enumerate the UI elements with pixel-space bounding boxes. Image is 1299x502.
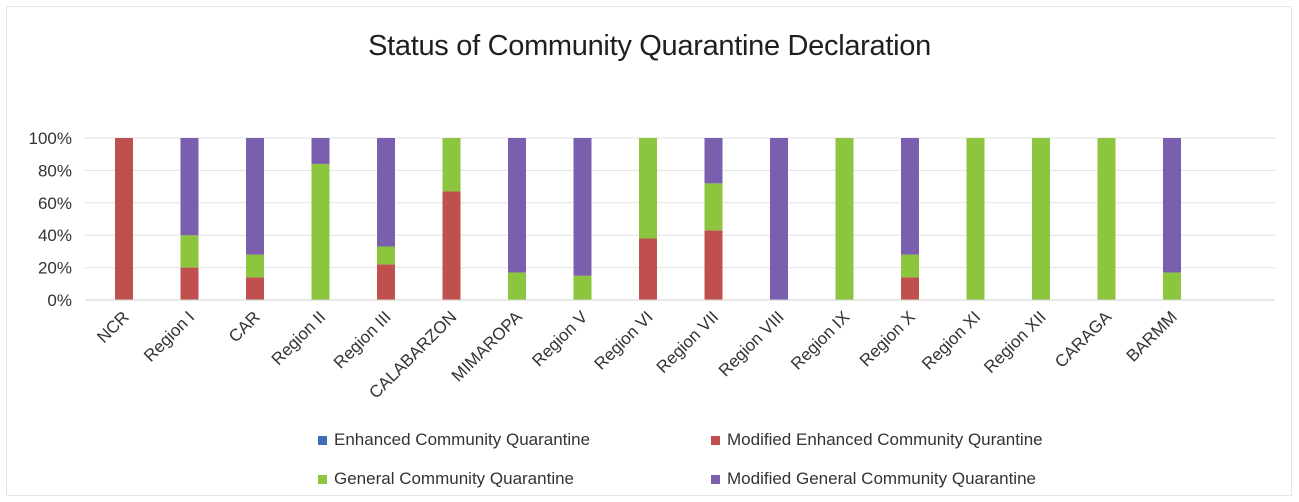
x-tick-label: CAR <box>225 307 264 346</box>
bar-segment <box>115 138 133 300</box>
y-tick-label: 40% <box>38 226 72 245</box>
legend-label-ecq: Enhanced Community Quarantine <box>334 430 591 449</box>
x-tick-label: Region XI <box>918 307 984 373</box>
y-tick-label: 80% <box>38 161 72 180</box>
x-tick-label: BARMM <box>1123 307 1181 365</box>
x-tick-label: NCR <box>93 307 132 346</box>
legend-label-gcq: General Community Quarantine <box>334 469 575 488</box>
bar-segment <box>966 138 985 300</box>
bar-segment <box>180 138 199 236</box>
bar-segment <box>901 254 919 278</box>
x-tick-label: Region I <box>140 307 198 365</box>
legend-item-ecq: Enhanced Community Quarantine <box>318 430 590 450</box>
bar-segment <box>1032 138 1050 300</box>
bar-segment <box>246 277 264 300</box>
legend-item-mgcq: Modified General Community Quarantine <box>711 469 1036 489</box>
bar-segment <box>442 138 461 192</box>
bar-segment <box>573 138 592 276</box>
x-tick-label: CARAGA <box>1051 307 1116 372</box>
legend-swatch-mecq <box>711 435 720 445</box>
bar-segment <box>835 138 854 300</box>
bar-segment <box>180 267 199 300</box>
x-tick-label: Region III <box>330 307 395 372</box>
bar-segment <box>704 138 723 184</box>
x-tick-label: Region V <box>528 307 591 370</box>
bar-segment <box>311 138 330 164</box>
bar-segment <box>770 138 788 300</box>
bar-segment <box>377 138 395 247</box>
legend-swatch-ecq <box>318 435 327 445</box>
chart-title: Status of Community Quarantine Declarati… <box>368 30 931 62</box>
y-tick-label: 60% <box>38 194 72 213</box>
legend-swatch-mgcq <box>711 474 720 484</box>
bar-segment <box>311 163 330 300</box>
bar-segment <box>901 138 919 255</box>
bar-segment <box>180 235 199 268</box>
legend-item-mecq: Modified Enhanced Community Qurantine <box>711 430 1043 450</box>
bar-segment <box>704 183 723 231</box>
legend-item-gcq: General Community Quarantine <box>318 469 574 489</box>
x-tick-label: Region XII <box>980 307 1050 377</box>
bar-segment <box>639 138 657 239</box>
bar-segment <box>704 230 723 300</box>
bar-segment <box>901 277 919 300</box>
legend-label-mecq: Modified Enhanced Community Qurantine <box>727 430 1043 449</box>
bar-segment <box>1097 138 1116 300</box>
y-tick-label: 20% <box>38 259 72 278</box>
x-tick-label: Region VII <box>653 307 723 377</box>
bar-segment <box>442 191 461 300</box>
x-tick-label: MIMAROPA <box>448 307 526 385</box>
legend-swatch-gcq <box>318 474 327 484</box>
bar-segment <box>1163 272 1181 300</box>
x-tick-label: Region X <box>856 307 919 370</box>
bar-segment <box>246 254 264 278</box>
bar-segment <box>508 272 526 300</box>
bar-segment <box>377 246 395 265</box>
x-tick-label: Region VI <box>591 307 657 373</box>
y-tick-label: 0% <box>47 291 72 310</box>
bar-segment <box>377 264 395 300</box>
y-tick-label: 100% <box>29 129 72 148</box>
bar-segment <box>508 138 526 273</box>
x-tick-label: Region II <box>268 307 330 369</box>
x-tick-label: Region IX <box>787 307 853 373</box>
bar-segment <box>1163 138 1181 273</box>
x-tick-label: Region VIII <box>715 307 788 380</box>
bar-segment <box>639 238 657 300</box>
bar-segment <box>573 275 592 300</box>
bar-segment <box>246 138 264 255</box>
legend-label-mgcq: Modified General Community Quarantine <box>727 469 1036 488</box>
